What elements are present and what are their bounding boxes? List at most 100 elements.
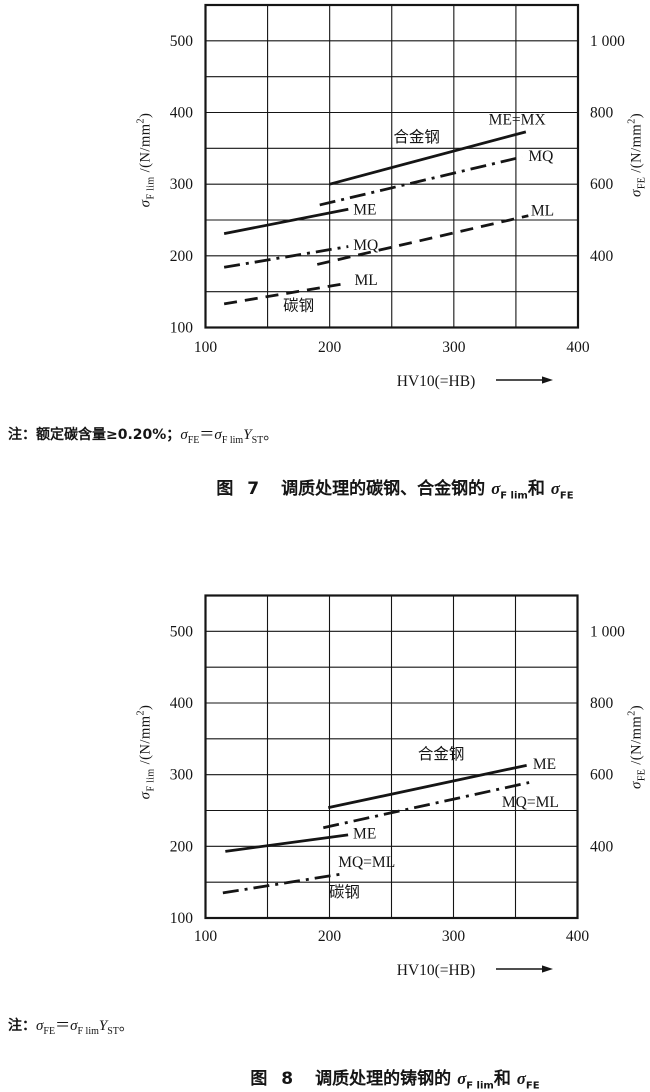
y-factor-subscript: ST [251, 435, 264, 446]
fig7-y-tick-right-2: 800 [590, 105, 614, 122]
fig7-carbon-ml-label: ML [355, 272, 378, 289]
fig8-x-tick-400: 400 [566, 928, 590, 945]
fig7-x-tick-400: 400 [566, 339, 590, 356]
figure7-caption: 图 7 调质处理的碳钢、合金钢的 σF lim和 σFE [140, 474, 650, 501]
sigma-symbol: σ [137, 199, 154, 208]
fig7-alloy-ml-line [316, 214, 529, 266]
sigma-subscript: FE [43, 1026, 56, 1037]
fig7-y-tick-left-100: 100 [170, 320, 194, 337]
fig7-group-label-carbon: 碳钢 [283, 296, 314, 314]
fig7-x-tick-300: 300 [442, 339, 466, 356]
fig8-carbon-mq_ml-line [222, 872, 345, 895]
sigma-subscript: F lim [145, 768, 157, 792]
fig7-y-tick-left-500: 500 [170, 33, 194, 50]
fig8-y-tick-left-500: 500 [170, 623, 194, 640]
fig8-y-tick-right-1: 600 [590, 767, 614, 784]
note-lead: 注： [8, 1018, 36, 1034]
figure8-caption: 图 8 调质处理的铸钢的 σF lim和 σFE [140, 1064, 650, 1091]
equals-sign: ＝ [199, 427, 215, 443]
unit-superscript: 2 [626, 710, 638, 716]
sigma-symbol: σ [550, 479, 560, 498]
sigma-symbol: σ [214, 427, 222, 443]
caption-and: 和 [493, 1069, 517, 1089]
sigma-symbol: σ [628, 781, 645, 790]
fig7-alloy-mq-label: MQ [528, 148, 553, 165]
fig8-carbon-me-label: ME [353, 825, 376, 842]
figure8-left-axis-title: σF lim /(N/mm2) [136, 705, 157, 800]
sigma-symbol: σ [516, 1069, 526, 1088]
sigma-subscript: F lim [221, 435, 244, 446]
fig7-plot-border [204, 3, 580, 329]
sigma-symbol: σ [70, 1018, 78, 1034]
figure7-right-axis-title: σFE /(N/mm2) [627, 113, 648, 197]
figure-number: 图 7 [216, 479, 264, 499]
figure7-note: 注：额定碳含量≥0.20%；σFE＝σF limYST。 [8, 423, 278, 446]
unit-close: ) [137, 112, 154, 118]
fig7-carbon-mq-line [223, 245, 349, 269]
sigma-subscript: FE [187, 435, 200, 446]
sigma-symbol: σ [180, 427, 188, 443]
fig8-alloy-me-line [327, 763, 527, 810]
sigma-symbol: σ [36, 1018, 44, 1034]
unit-close: ) [137, 704, 154, 710]
equals-sign: ＝ [55, 1018, 71, 1034]
fig8-alloy-mq_ml-label: MQ=ML [502, 794, 559, 811]
fig8-x-tick-100: 100 [194, 928, 218, 945]
fig7-alloy-ml-label: ML [531, 203, 554, 220]
fig7-x-tick-100: 100 [194, 339, 218, 356]
fig7-x-axis-arrowhead-icon [542, 376, 553, 384]
fig8-group-label-carbon: 碳钢 [329, 883, 360, 901]
fig8-y-tick-left-300: 300 [170, 767, 194, 784]
note-period: 。 [263, 427, 279, 443]
fig7-carbon-me-line [223, 207, 349, 235]
fig7-x-axis-label: HV10(=HB) [397, 373, 475, 390]
sigma-symbol: σ [457, 1069, 467, 1088]
fig8-y-tick-left-200: 200 [170, 838, 194, 855]
fig8-group-label-alloy: 合金钢 [418, 745, 465, 763]
fig7-y-tick-right-3: 1 000 [590, 33, 625, 50]
unit-close: ) [628, 704, 645, 711]
sigma-symbol: σ [137, 791, 154, 800]
figure7-left-axis-title: σF lim /(N/mm2) [136, 113, 157, 208]
sigma-subscript: FE [636, 176, 648, 190]
sigma-subscript: F lim [500, 490, 528, 502]
caption-and: 和 [527, 479, 551, 499]
figure-number: 图 8 [250, 1069, 298, 1089]
unit-superscript: 2 [135, 117, 147, 124]
sigma-subscript: F lim [145, 176, 157, 200]
fig7-y-tick-left-300: 300 [170, 176, 194, 193]
fig7-y-tick-right-0: 400 [590, 248, 614, 265]
fig8-x-axis-label: HV10(=HB) [397, 962, 475, 979]
fig8-y-tick-right-2: 800 [590, 695, 614, 712]
sigma-subscript: F lim [466, 1080, 494, 1092]
fig8-x-tick-200: 200 [318, 928, 342, 945]
y-factor-symbol: Y [98, 1018, 108, 1034]
fig8-alloy-me-label: ME [533, 756, 556, 773]
sigma-subscript: FE [636, 768, 648, 782]
sigma-symbol: σ [491, 479, 501, 498]
fig8-x-tick-300: 300 [442, 928, 466, 945]
fig7-y-tick-right-1: 600 [590, 176, 614, 193]
figure8-right-axis-title: σFE /(N/mm2) [627, 705, 648, 789]
fig8-y-tick-right-0: 400 [590, 838, 614, 855]
y-factor-subscript: ST [107, 1026, 119, 1037]
fig8-y-tick-left-400: 400 [170, 695, 194, 712]
sigma-subscript: F lim [77, 1026, 99, 1037]
fig8-carbon-me-line [225, 833, 349, 853]
y-factor-symbol: Y [243, 427, 252, 443]
fig7-carbon-mq-label: MQ [353, 237, 378, 254]
unit-superscript: 2 [135, 709, 147, 716]
fig8-y-tick-left-100: 100 [170, 910, 194, 927]
fig8-alloy-mq_ml-line [323, 781, 530, 830]
fig7-group-label-alloy: 合金钢 [393, 128, 440, 146]
fig8-x-axis-arrowhead-icon [542, 965, 553, 973]
figure8-note: 注：σFE＝σF limYST。 [8, 1014, 134, 1037]
fig7-y-tick-left-200: 200 [170, 248, 194, 265]
unit-text: /(N/mm [137, 123, 154, 177]
caption-text: 调质处理的碳钢、合金钢的 [281, 479, 492, 499]
fig8-plot-border [204, 594, 579, 920]
sigma-subscript: FE [559, 490, 574, 502]
fig7-carbon-me-label: ME [353, 201, 376, 218]
